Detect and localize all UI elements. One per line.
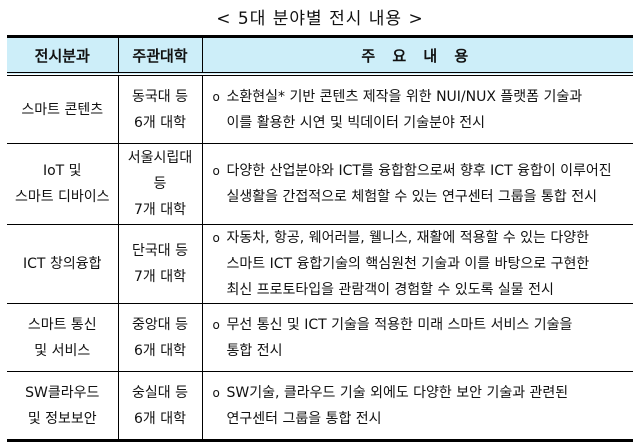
header-university: 주관대학: [117, 36, 202, 76]
table-row: 스마트 콘텐츠 동국대 등 6개 대학 o 소환현실* 기반 콘텐츠 제작을 위한 NU…: [7, 73, 633, 144]
bullet-icon: o: [212, 164, 220, 178]
header-row: 전시분과 주관대학 주 요 내 용: [7, 36, 633, 76]
field-cell-line: SW클라우드: [25, 384, 100, 401]
content-line: 무선 통신 및 ICT 기술을 적용한 미래 스마트 서비스 기술을: [226, 316, 573, 333]
bullet-icon: o: [212, 317, 220, 332]
header-field: 전시분과: [7, 36, 118, 76]
field-cell: 스마트 콘텐츠: [7, 73, 118, 144]
field-cell-line: IoT 및: [42, 163, 82, 179]
university-cell-line: 6개 대학: [134, 114, 186, 131]
field-cell-line: 스마트 통신: [27, 316, 97, 333]
bullet-icon: o: [212, 385, 220, 400]
content-line: 이를 활용한 시연 및 빅데이터 기술분야 전시: [226, 114, 486, 131]
table-row: IoT 및 스마트 디바이스 서울시립대 등 7개 대학 o 다양한 산업분야와 ICT를…: [7, 143, 633, 225]
university-cell-line: 6개 대학: [134, 410, 186, 427]
field-cell-line: 스마트 콘텐츠: [21, 101, 104, 118]
content-line: 연구센터 그룹을 통합 전시: [226, 410, 382, 427]
university-cell: 동국대 등 6개 대학: [117, 73, 202, 144]
university-cell: 중앙대 등 6개 대학: [117, 303, 202, 372]
field-cell: ICT 창의융합: [7, 224, 118, 304]
university-cell-line: 중앙대 등: [132, 316, 188, 333]
university-cell-line: 단국대 등: [132, 243, 188, 259]
content-line: 소환현실* 기반 콘텐츠 제작을 위한 NUI/NUX 플랫폼 기술과: [226, 88, 583, 105]
university-cell-line: 숭실대 등: [132, 384, 188, 401]
header-content: 주 요 내 용: [201, 36, 633, 76]
university-cell-line: 7개 대학: [134, 202, 186, 218]
content-line: 통합 전시: [226, 342, 283, 359]
content-line: SW기술, 클라우드 기술 외에도 다양한 보안 기술과 관련된: [226, 384, 569, 401]
university-cell-line: 6개 대학: [134, 342, 186, 359]
content-line: 최신 프로토타입을 관람객이 경험할 수 있도록 실물 전시: [226, 282, 554, 298]
content-line: 실생활을 간접적으로 체험할 수 있는 연구센터 그룹을 통합 전시: [226, 189, 597, 205]
table-row: ICT 창의융합 단국대 등 7개 대학 o 자동차, 항공, 웨어러블, 웰니스, 재…: [7, 224, 633, 304]
bullet-icon: o: [212, 231, 220, 245]
content-line: 자동차, 항공, 웨어러블, 웰니스, 재활에 적용할 수 있는 다양한: [226, 230, 590, 246]
content-line: 다양한 산업분야와 ICT를 융합함으로써 향후 ICT 융합이 이루어진: [226, 163, 612, 179]
university-cell: 숭실대 등 6개 대학: [117, 371, 202, 441]
table-caption: < 5대 분야별 전시 내용 >: [216, 9, 424, 29]
field-cell-line: 및 서비스: [34, 342, 91, 359]
bullet-icon: o: [212, 89, 220, 104]
university-cell-line: 동국대 등: [132, 88, 188, 105]
exhibition-table: 전시분과 주관대학 주 요 내 용 스마트 콘텐츠 동국대 등 6개 대학 o 소환현실…: [7, 35, 633, 442]
content-line: 스마트 ICT 융합기술의 핵심원천 기술과 이를 바탕으로 구현한: [226, 256, 590, 272]
university-cell-line: 서울시립대 등: [127, 150, 193, 192]
field-cell-line: 및 정보보안: [27, 410, 97, 427]
university-cell-line: 7개 대학: [134, 269, 186, 285]
university-cell: 단국대 등 7개 대학: [117, 224, 202, 304]
field-cell-line: ICT 창의융합: [23, 256, 102, 272]
university-cell: 서울시립대 등 7개 대학: [117, 143, 202, 225]
field-cell-line: 스마트 디바이스: [14, 189, 110, 205]
